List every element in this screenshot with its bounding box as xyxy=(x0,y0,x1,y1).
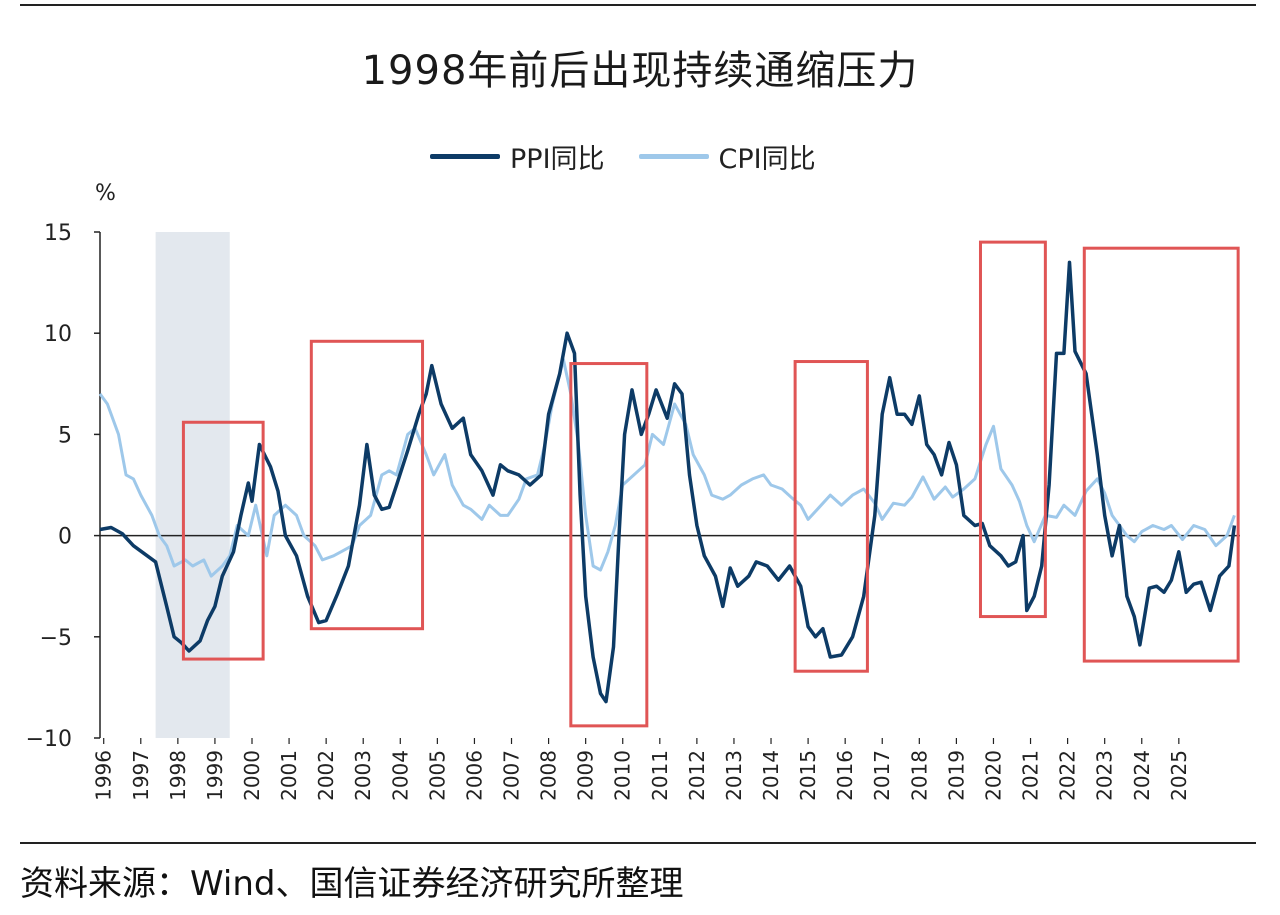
x-tick-label: 2023 xyxy=(1093,750,1117,801)
y-tick-label: −5 xyxy=(40,626,72,651)
highlight-box-4 xyxy=(793,360,869,673)
x-tick-label: 2003 xyxy=(351,750,375,801)
y-tick-label: 5 xyxy=(58,423,72,448)
x-tick-label: 2005 xyxy=(425,750,449,801)
x-tick-label: 2011 xyxy=(648,750,672,801)
x-tick-label: 2008 xyxy=(537,750,561,801)
highlight-box-3 xyxy=(569,362,649,728)
legend-label-ppi: PPI同比 xyxy=(510,143,605,175)
bottom-rule xyxy=(20,842,1256,844)
series-line-cpi xyxy=(98,358,1236,578)
y-unit-label: % xyxy=(95,181,116,206)
series-line-ppi xyxy=(99,260,1237,704)
x-tick-label: 2018 xyxy=(907,750,931,801)
x-tick-label: 2010 xyxy=(611,750,635,801)
x-tick-label: 2014 xyxy=(759,750,783,801)
x-tick-label: 2016 xyxy=(833,750,857,801)
highlight-box-6 xyxy=(1082,246,1240,663)
highlight-box-2 xyxy=(309,339,425,631)
x-tick-label: 2006 xyxy=(462,750,486,801)
x-tick-label: 2019 xyxy=(944,750,968,801)
x-tick-label: 1997 xyxy=(129,750,153,801)
x-tick-label: 1996 xyxy=(92,750,116,801)
x-tick-label: 2015 xyxy=(796,750,820,801)
x-tick-label: 2009 xyxy=(574,750,598,801)
x-tick-label: 2024 xyxy=(1130,750,1154,801)
legend-item-ppi: PPI同比 xyxy=(430,137,605,176)
x-tick-label: 2002 xyxy=(314,750,338,801)
source-note: 资料来源：Wind、国信证券经济研究所整理 xyxy=(20,864,684,904)
x-tick-label: 2017 xyxy=(870,750,894,801)
x-tick-label: 2022 xyxy=(1056,750,1080,801)
y-tick-label: 0 xyxy=(58,525,72,550)
x-tick-label: 2004 xyxy=(388,750,412,801)
legend-swatch-ppi xyxy=(430,153,500,159)
chart-title: 1998年前后出现持续通缩压力 xyxy=(361,48,919,94)
x-tick-label: 1999 xyxy=(203,750,227,801)
highlight-box-5 xyxy=(978,240,1047,619)
x-tick-label: 2021 xyxy=(1019,750,1043,801)
x-tick-label: 2013 xyxy=(722,750,746,801)
y-tick-label: −10 xyxy=(26,727,72,752)
legend-item-cpi: CPI同比 xyxy=(638,137,816,176)
legend-swatch-cpi xyxy=(638,153,709,159)
x-tick-label: 2000 xyxy=(240,750,264,801)
shaded-region xyxy=(155,232,230,738)
x-tick-label: 1998 xyxy=(166,750,190,801)
x-tick-label: 2001 xyxy=(277,750,301,801)
legend-label-cpi: CPI同比 xyxy=(718,143,816,175)
x-tick-label: 2012 xyxy=(685,750,709,801)
chart-legend: PPI同比 CPI同比 xyxy=(430,136,816,176)
y-tick-label: 10 xyxy=(44,322,72,347)
highlight-box-1 xyxy=(181,420,265,661)
y-tick-label: 15 xyxy=(44,221,72,246)
x-tick-label: 2020 xyxy=(981,750,1005,801)
top-rule xyxy=(20,4,1256,6)
x-tick-label: 2007 xyxy=(500,750,524,801)
x-tick-label: 2025 xyxy=(1167,750,1191,801)
